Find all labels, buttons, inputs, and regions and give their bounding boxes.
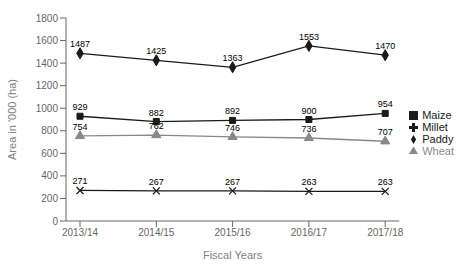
- svg-text:Area in '000 (ha): Area in '000 (ha): [8, 79, 18, 160]
- svg-text:2016/17: 2016/17: [291, 227, 328, 238]
- svg-text:2017/18: 2017/18: [367, 227, 404, 238]
- svg-text:800: 800: [41, 125, 58, 136]
- html-text:Wheat: Wheat: [422, 144, 454, 157]
- svg-text:707: 707: [378, 127, 393, 137]
- svg-text:267: 267: [149, 177, 164, 187]
- svg-text:267: 267: [225, 177, 240, 187]
- svg-text:263: 263: [378, 177, 393, 187]
- svg-text:900: 900: [301, 106, 316, 116]
- svg-text:1553: 1553: [299, 32, 319, 42]
- svg-text:929: 929: [72, 102, 87, 112]
- svg-text:1800: 1800: [36, 13, 59, 24]
- svg-text:2014/15: 2014/15: [138, 227, 175, 238]
- svg-text:2015/16: 2015/16: [215, 227, 252, 238]
- html-text:Millet: Millet: [422, 120, 448, 133]
- svg-text:Fiscal Years: Fiscal Years: [203, 249, 263, 261]
- svg-text:762: 762: [149, 121, 164, 131]
- svg-text:954: 954: [378, 99, 393, 109]
- svg-text:882: 882: [149, 108, 164, 118]
- svg-text:271: 271: [72, 176, 87, 186]
- svg-text:892: 892: [225, 106, 240, 116]
- svg-text:1200: 1200: [36, 80, 59, 91]
- svg-text:1600: 1600: [36, 35, 59, 46]
- svg-text:400: 400: [41, 170, 58, 181]
- html-text:Paddy: Paddy: [422, 132, 454, 145]
- svg-text:200: 200: [41, 193, 58, 204]
- svg-text:1470: 1470: [375, 41, 395, 51]
- svg-text:1487: 1487: [70, 39, 90, 49]
- svg-text:1363: 1363: [223, 53, 243, 63]
- svg-text:746: 746: [225, 123, 240, 133]
- svg-text:754: 754: [72, 122, 87, 132]
- svg-text:1425: 1425: [146, 46, 166, 56]
- svg-text:0: 0: [52, 216, 58, 227]
- svg-text:1400: 1400: [36, 58, 59, 69]
- html-text:Maize: Maize: [422, 108, 452, 121]
- svg-text:736: 736: [301, 124, 316, 134]
- svg-text:263: 263: [301, 177, 316, 187]
- svg-text:600: 600: [41, 148, 58, 159]
- svg-text:2013/14: 2013/14: [62, 227, 99, 238]
- svg-text:1000: 1000: [36, 103, 59, 114]
